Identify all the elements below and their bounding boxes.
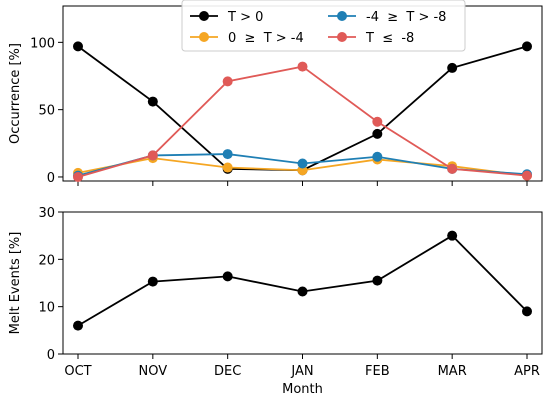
data-point	[147, 276, 158, 287]
data-point	[372, 116, 383, 127]
x-tick-label: JAN	[290, 364, 313, 379]
data-point	[222, 162, 233, 173]
legend-marker	[199, 32, 209, 42]
x-tick-label: MAR	[438, 364, 467, 379]
melt-events-chart: 0 10 20 30 OCT NOV DEC JAN FEB MAR APR Melt Events …	[8, 206, 543, 397]
axes-frame	[62, 211, 543, 355]
series-line	[77, 234, 528, 327]
data-point	[522, 306, 532, 317]
x-tick-label: DEC	[214, 364, 241, 379]
y-tick-label: 50	[38, 104, 55, 119]
data-point	[522, 41, 532, 52]
legend-label: -4 ≥ T > -8	[366, 10, 446, 25]
y-tick-label: 0	[47, 171, 55, 186]
data-point	[297, 286, 308, 297]
legend-label: T > 0	[227, 10, 263, 25]
data-point	[372, 151, 383, 162]
data-point	[372, 128, 383, 139]
occurrence-chart: 0 50 100 Occurrence [%] T > 0 0 ≥ T > -4 -4 ≥ …	[8, 0, 543, 186]
y-axis-label: Occurrence [%]	[8, 43, 23, 144]
legend-marker	[337, 11, 347, 21]
legend-label: 0 ≥ T > -4	[228, 31, 304, 46]
y-tick-label: 0	[47, 348, 55, 363]
data-point	[222, 149, 233, 160]
data-point	[447, 230, 458, 241]
x-tick-label: NOV	[139, 364, 168, 379]
legend-marker	[337, 32, 347, 42]
y-tick-label: 30	[38, 206, 55, 221]
data-point	[297, 158, 308, 169]
legend-marker	[199, 11, 209, 21]
legend: T > 0 0 ≥ T > -4 -4 ≥ T > -8 T ≤ -8	[181, 0, 466, 52]
data-point	[297, 61, 308, 72]
x-tick-label: FEB	[365, 364, 390, 379]
data-point	[372, 275, 383, 286]
data-point	[73, 41, 83, 52]
y-axis-label: Melt Events [%]	[8, 232, 23, 335]
data-point	[447, 62, 458, 73]
y-tick-label: 10	[38, 301, 55, 316]
data-point	[73, 171, 83, 182]
legend-box	[181, 0, 466, 52]
data-point	[147, 150, 158, 161]
data-point	[522, 170, 532, 181]
legend-label: T ≤ -8	[365, 31, 414, 46]
data-point	[147, 96, 158, 107]
y-tick-label: 100	[30, 36, 55, 51]
x-tick-label: APR	[514, 364, 540, 379]
data-point	[222, 76, 233, 87]
x-tick-label: OCT	[64, 364, 91, 379]
data-point	[73, 320, 83, 331]
y-tick-label: 20	[38, 253, 55, 268]
x-axis-label: Month	[282, 382, 323, 397]
data-point	[222, 271, 233, 282]
data-point	[447, 163, 458, 174]
